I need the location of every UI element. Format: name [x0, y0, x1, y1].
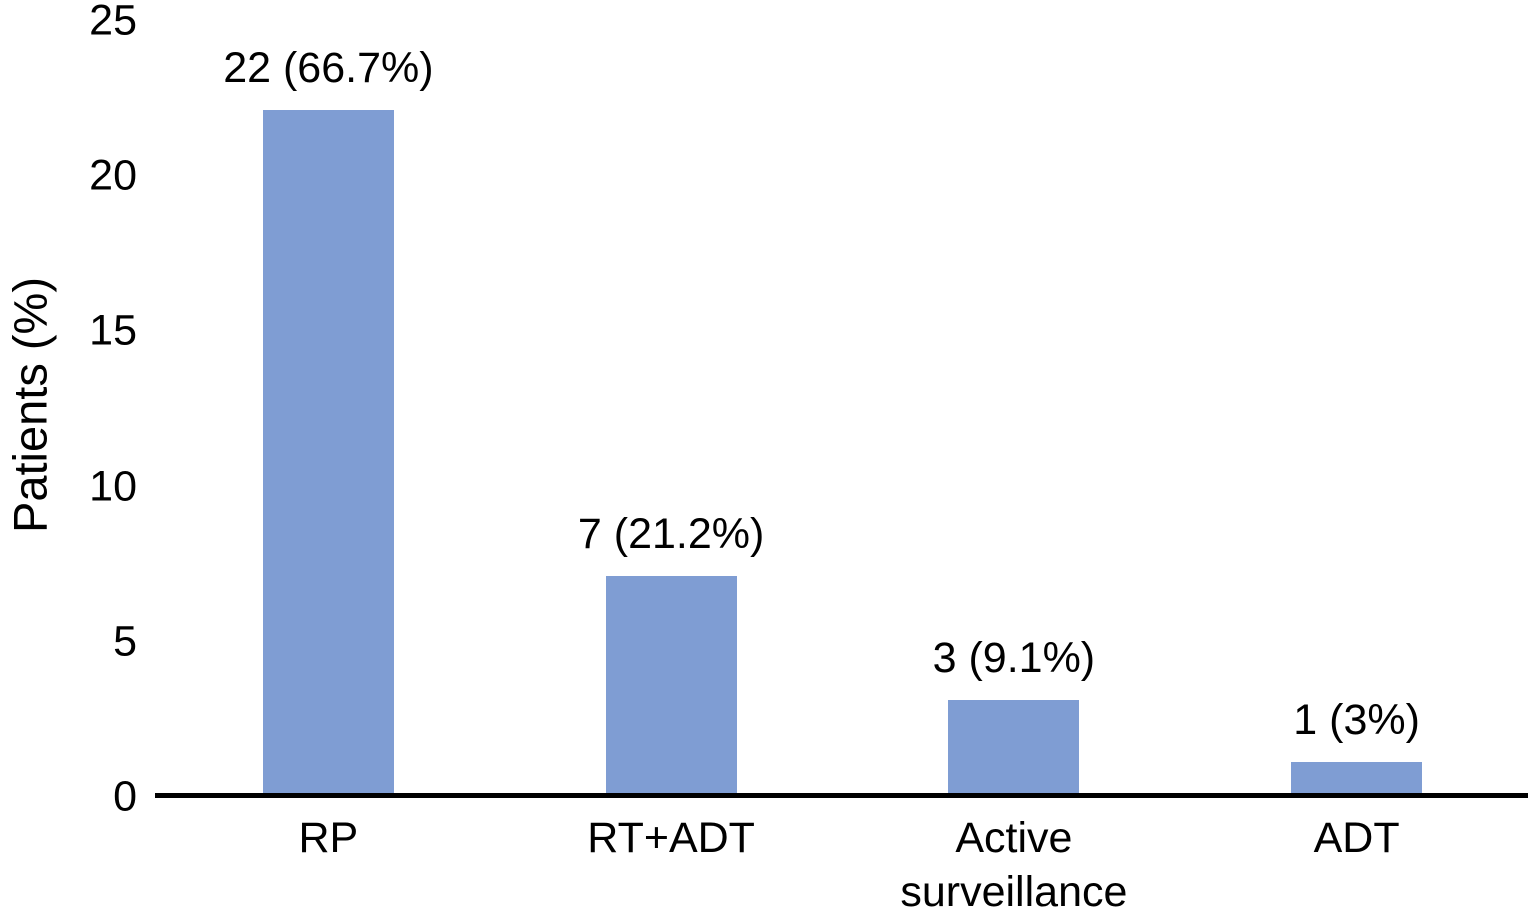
bar-rp: [262, 110, 394, 793]
bar-value-label: 1 (3%): [1293, 695, 1420, 744]
y-tick-label: 15: [89, 306, 137, 355]
y-tick-label: 25: [89, 0, 137, 45]
bar-value-label: 22 (66.7%): [223, 44, 434, 93]
y-tick-label: 5: [113, 617, 137, 666]
x-axis-line: [155, 793, 1528, 798]
x-category-label: RT+ADT: [587, 814, 755, 862]
y-tick-label: 10: [89, 462, 137, 511]
x-category-label: Active surveillance: [900, 814, 1128, 916]
bar-active-surveillance: [948, 699, 1080, 793]
x-category-label: ADT: [1313, 814, 1400, 862]
bar-rt-adt: [605, 575, 737, 793]
bar-adt: [1291, 761, 1423, 793]
y-tick-label: 20: [89, 151, 137, 200]
bar-value-label: 3 (9.1%): [932, 633, 1096, 682]
y-tick-label: 0: [113, 772, 137, 821]
bar-value-label: 7 (21.2%): [577, 509, 765, 558]
x-category-label: RP: [298, 814, 359, 862]
